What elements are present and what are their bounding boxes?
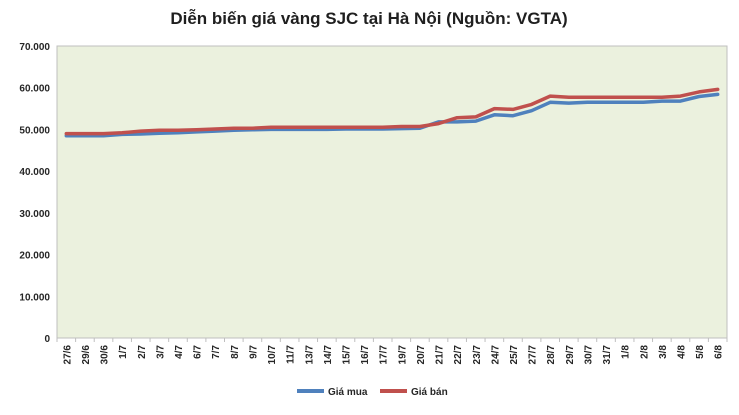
x-tick-label: 1/7 xyxy=(118,345,129,359)
x-tick-label: 2/7 xyxy=(137,345,148,359)
x-tick-label: 29/6 xyxy=(81,345,92,365)
y-tick-label: 50.000 xyxy=(19,125,50,136)
series-layer xyxy=(64,87,720,138)
y-tick-label: 30.000 xyxy=(19,209,50,220)
x-tick-label: 4/7 xyxy=(174,345,185,359)
x-axis: 27/6 29/6 30/6 1/7 2/7 3/7 4/7 6/7 7/7 8/7 9/7 10/7… xyxy=(56,338,728,365)
y-tick-label: 0 xyxy=(44,334,50,345)
x-tick-label: 1/8 xyxy=(621,345,632,359)
chart-title: Diễn biến giá vàng SJC tại Hà Nội (Nguồn… xyxy=(170,9,567,28)
x-tick-label: 7/7 xyxy=(211,345,222,359)
x-tick-label: 29/7 xyxy=(565,345,576,365)
x-tick-label: 16/7 xyxy=(360,345,371,365)
x-tick-label: 6/8 xyxy=(714,345,725,359)
x-tick-label: 3/8 xyxy=(658,345,669,359)
x-tick-label: 2/8 xyxy=(639,345,650,359)
x-tick-label: 14/7 xyxy=(323,345,334,365)
x-tick-label: 24/7 xyxy=(490,345,501,365)
series-line-gia-mua xyxy=(64,92,720,138)
x-tick-label: 21/7 xyxy=(435,345,446,365)
x-tick-label: 27/7 xyxy=(528,345,539,365)
x-tick-label: 6/7 xyxy=(193,345,204,359)
plot-area xyxy=(56,45,728,339)
x-tick-label: 4/8 xyxy=(676,345,687,359)
legend-label: Giá bán xyxy=(411,387,448,398)
y-tick-label: 40.000 xyxy=(19,167,50,178)
x-tick-label: 13/7 xyxy=(304,345,315,365)
x-tick-label: 28/7 xyxy=(546,345,557,365)
legend: Giá mua Giá bán xyxy=(297,387,448,398)
x-tick-label: 30/7 xyxy=(583,345,594,365)
x-tick-label: 25/7 xyxy=(509,345,520,365)
x-tick-label: 31/7 xyxy=(602,345,613,365)
x-tick-label: 3/7 xyxy=(155,345,166,359)
x-tick-label: 15/7 xyxy=(341,345,352,365)
x-tick-label: 19/7 xyxy=(397,345,408,365)
series-line-gia-ban xyxy=(64,87,720,136)
x-tick-label: 8/7 xyxy=(230,345,241,359)
x-tick-label: 5/8 xyxy=(695,345,706,359)
y-tick-label: 20.000 xyxy=(19,251,50,262)
x-tick-label: 27/6 xyxy=(62,345,73,365)
legend-label: Giá mua xyxy=(328,387,368,398)
x-tick-label: 11/7 xyxy=(286,345,297,364)
y-tick-label: 60.000 xyxy=(19,84,50,95)
x-tick-label: 9/7 xyxy=(248,345,259,359)
x-tick-label: 23/7 xyxy=(472,345,483,365)
x-tick-label: 17/7 xyxy=(379,345,390,365)
y-tick-label: 70.000 xyxy=(19,42,50,53)
x-tick-label: 10/7 xyxy=(267,345,278,365)
x-tick-label: 20/7 xyxy=(416,345,427,365)
x-tick-label: 30/6 xyxy=(100,345,111,365)
y-axis: 0 10.000 20.000 30.000 40.000 50.000 60.000 70.… xyxy=(19,42,50,345)
x-tick-label: 22/7 xyxy=(453,345,464,365)
y-tick-label: 10.000 xyxy=(19,292,50,303)
